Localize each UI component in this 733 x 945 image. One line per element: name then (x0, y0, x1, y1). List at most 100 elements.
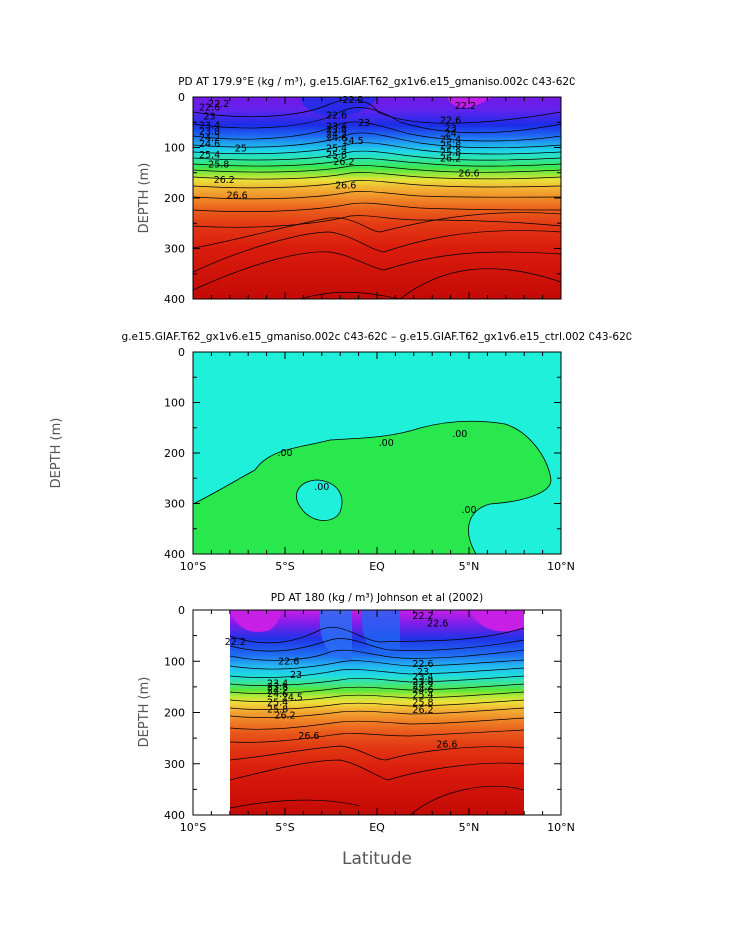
panel-b-field (193, 352, 561, 554)
contour-label: 23.4 (267, 678, 288, 689)
contour-label: 24 (445, 128, 457, 139)
contour-label: 26.2 (440, 154, 461, 165)
contour-label: .00 (379, 438, 394, 449)
x-tick-label: EQ (369, 560, 385, 573)
x-tick-label: 5°S (275, 821, 294, 834)
contour-label: 23.4 (199, 120, 220, 131)
y-tick-label: 400 (164, 293, 185, 306)
contour-label: 25.8 (440, 148, 461, 159)
contour-label: 25.8 (267, 704, 288, 715)
panel-b-y-axis: 0 100 200 300 400 (164, 346, 561, 561)
contour-label: 23 (204, 112, 216, 123)
contour-label: 26.6 (298, 731, 319, 742)
panel-c: PD AT 180 (kg / m³) Johnson et al (2002) (137, 592, 575, 869)
contour-label: .00 (461, 505, 476, 516)
contour-label: .00 (452, 429, 467, 440)
contour-label: 24.6 (199, 139, 220, 150)
contour-label: 25.4 (199, 150, 220, 161)
contour-label: 26.2 (333, 157, 354, 168)
contour-label: 25.8 (326, 150, 347, 161)
contour-label: 25.4 (267, 697, 288, 708)
y-tick-label: 300 (164, 498, 185, 511)
contour-label: 25.4 (326, 144, 347, 155)
panel-a-ylabel: DEPTH (m) (137, 163, 152, 234)
y-tick-label: 200 (164, 192, 185, 205)
x-tick-label: 10°S (180, 560, 206, 573)
contour-label: 24.2 (412, 681, 433, 692)
x-tick-label: EQ (369, 821, 385, 834)
x-tick-label: 5°N (459, 821, 480, 834)
y-tick-label: 400 (164, 809, 185, 822)
contour-label: 22.2 (455, 101, 476, 112)
contour-label: 23 (290, 670, 302, 681)
contour-label: .00 (277, 448, 292, 459)
contour-label: 25.8 (412, 697, 433, 708)
contour-label: 23 (358, 118, 370, 129)
contour-label: 25.8 (440, 140, 461, 151)
panel-b: g.e15.GIAF.T62_gx1v6.e15_gmaniso.002c ∁4… (49, 331, 632, 573)
panel-b-title: g.e15.GIAF.T62_gx1v6.e15_gmaniso.002c ∁4… (122, 331, 633, 343)
x-tick-label: 5°S (275, 560, 294, 573)
contour-label: 26.6 (436, 739, 457, 750)
y-tick-label: 200 (164, 447, 185, 460)
contour-label: 22.6 (427, 618, 448, 629)
contour-label: 26.2 (412, 705, 433, 716)
contour-label: .00 (314, 482, 329, 493)
contour-label: 22.2 (225, 637, 246, 648)
contour-label: 24.6 (326, 133, 347, 144)
contour-label: 23.4 (326, 121, 347, 132)
contour-label: 23.8 (267, 682, 288, 693)
contour-label: 22.6 (412, 659, 433, 670)
contour-label: 24.5 (282, 693, 303, 704)
y-tick-label: 200 (164, 707, 185, 720)
contour-label: 24.5 (343, 136, 364, 147)
contour-label: 24.2 (199, 133, 220, 144)
contour-label: 23.8 (199, 126, 220, 137)
x-tick-label: 10°S (180, 821, 206, 834)
panel-b-x-axis: 10°S 5°S EQ 5°N 10°N (180, 352, 575, 573)
panel-c-y-axis: 0 100 200 300 400 (164, 604, 561, 822)
panel-c-title: PD AT 180 (kg / m³) Johnson et al (2002) (271, 592, 483, 604)
contour-label: 25.8 (208, 160, 229, 171)
y-tick-label: 0 (178, 604, 185, 617)
panel-a-field (193, 97, 561, 299)
panel-a-y-axis: 0 100 200 300 400 (164, 91, 561, 306)
y-tick-label: 100 (164, 655, 185, 668)
contour-label: 26.2 (274, 711, 295, 722)
contour-label: 22.2 (412, 611, 433, 622)
panel-a: PD AT 179.9°E (kg / m³), g.e15.GIAF.T62_… (137, 76, 576, 306)
contour-label: 24.6 (412, 685, 433, 696)
contour-label: 23.8 (326, 125, 347, 136)
contour-label: 23 (445, 123, 457, 134)
contour-label: 22.2 (208, 99, 229, 110)
y-tick-label: 0 (178, 91, 185, 104)
contour-label: 22.6 (326, 111, 347, 122)
panel-b-ylabel: DEPTH (m) (49, 418, 64, 489)
panel-c-x-axis: 10°S 5°S EQ 5°N 10°N (180, 610, 575, 834)
contour-label: 23.4 (412, 672, 433, 683)
contour-label: 22.6 (440, 116, 461, 127)
contour-label: 26.6 (335, 180, 356, 191)
panel-b-contour-labels: .00 .00 .00 .00 .00 (277, 429, 476, 516)
y-tick-label: 100 (164, 142, 185, 155)
x-tick-label: 5°N (459, 560, 480, 573)
contour-label: 25 (235, 144, 247, 155)
panel-a-title: PD AT 179.9°E (kg / m³), g.e15.GIAF.T62_… (178, 76, 576, 88)
contour-label: 24.2 (326, 129, 347, 140)
contour-label: 23 (417, 667, 429, 678)
panel-c-contour-labels: 22.222.222.622.62323.423.824.224.624.525… (225, 611, 458, 750)
panel-c-field (230, 610, 524, 815)
panel-a-x-axis (192, 97, 562, 299)
contour-label: 24.6 (267, 689, 288, 700)
y-tick-label: 300 (164, 243, 185, 256)
contour-label: 22.6 (199, 103, 220, 114)
y-tick-label: 100 (164, 397, 185, 410)
contour-label: 25.4 (412, 690, 433, 701)
y-tick-label: 0 (178, 346, 185, 359)
contour-label: 24.2 (267, 685, 288, 696)
contour-label: 25.4 (440, 134, 461, 145)
x-tick-label: 10°N (547, 560, 575, 573)
contour-label: 22.6 (278, 656, 299, 667)
